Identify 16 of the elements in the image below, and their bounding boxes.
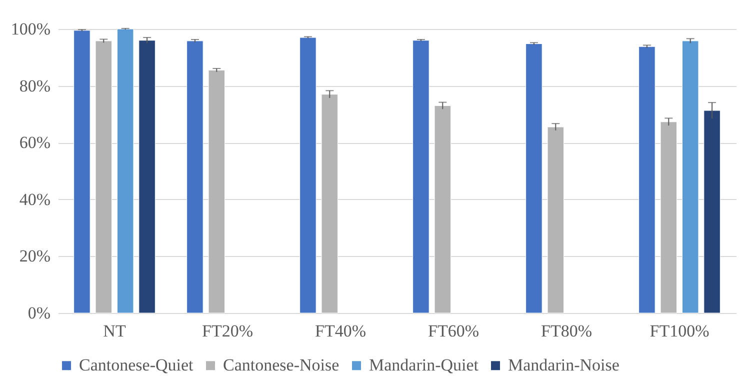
x-tick-label: NT [103,322,126,340]
legend-label: Mandarin-Quiet [369,356,479,375]
legend-label: Cantonese-Noise [223,356,340,375]
y-tick-label: 20% [19,246,50,266]
y-tick-label: 60% [19,133,50,152]
legend-label: Mandarin-Noise [508,356,620,375]
x-tick-label: FT20% [202,322,253,340]
legend-label: Cantonese-Quiet [79,356,194,375]
y-tick-label: 40% [19,190,50,209]
x-tick-label: FT40% [315,322,366,340]
x-tick-label: FT60% [428,322,479,340]
y-tick-label: 100% [10,20,50,38]
x-tick-label: FT80% [541,322,592,340]
x-tick-label: FT100% [650,322,710,340]
y-tick-label: 0% [28,304,50,322]
y-tick-label: 80% [19,76,50,96]
